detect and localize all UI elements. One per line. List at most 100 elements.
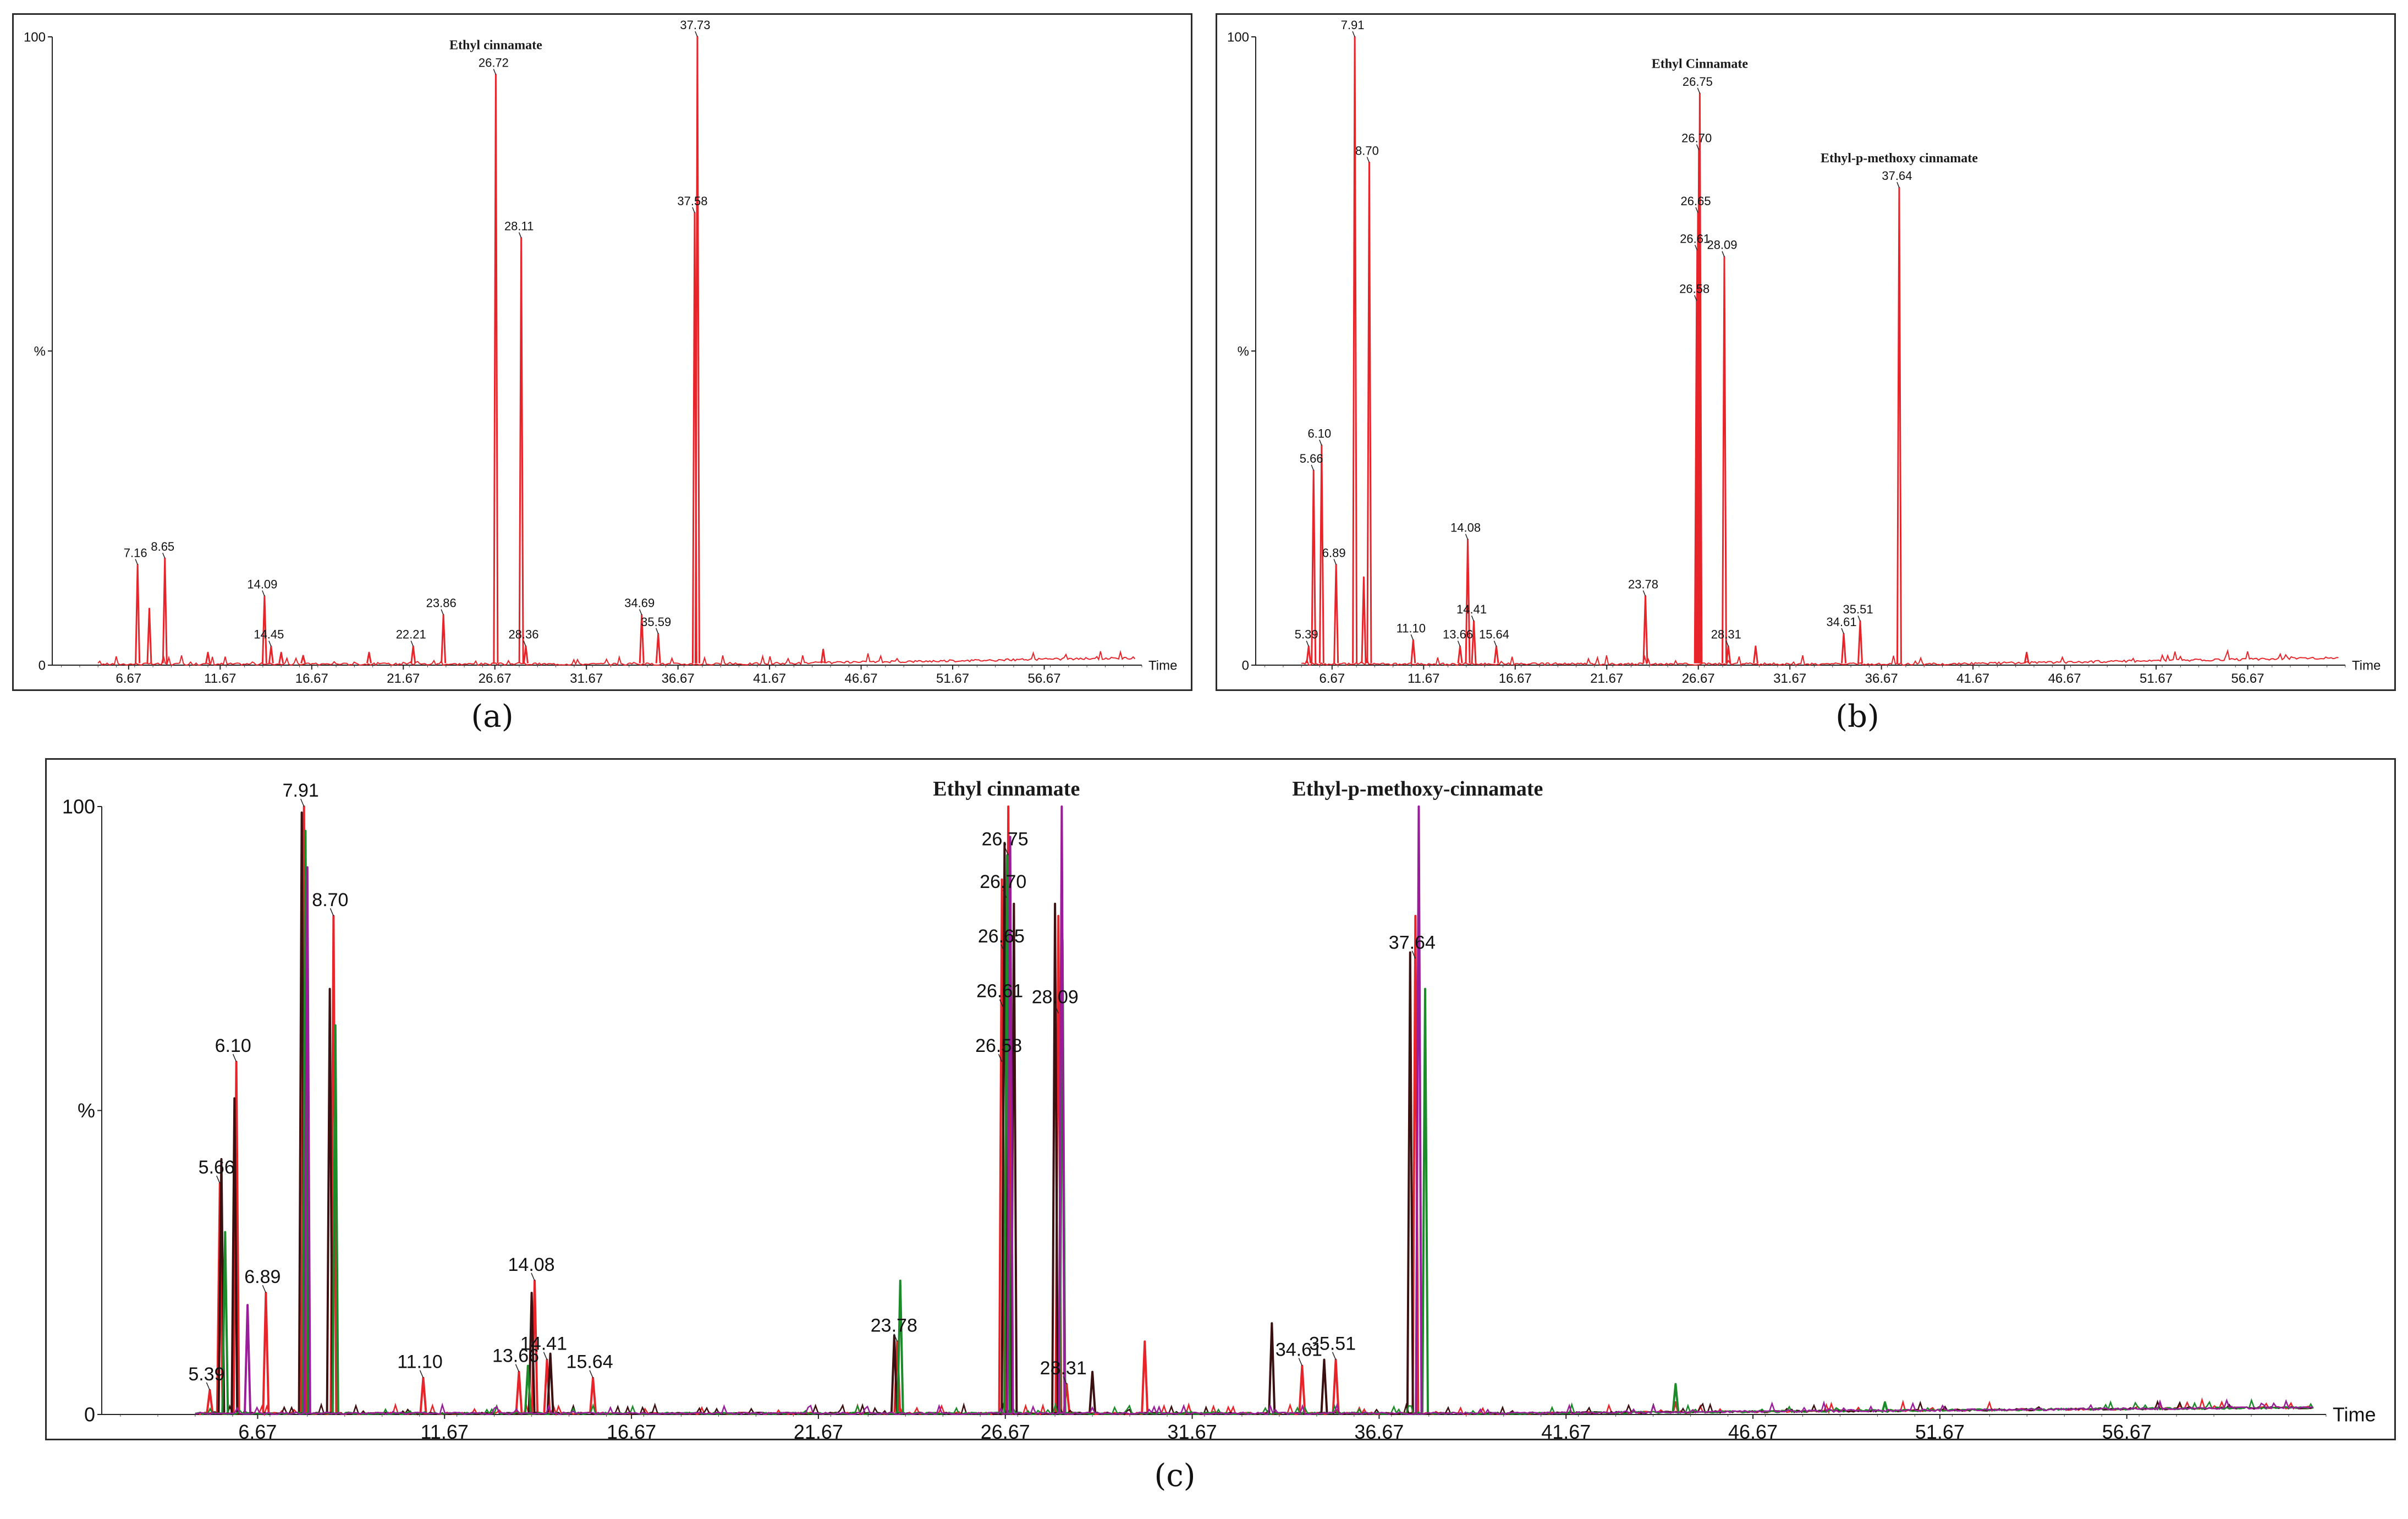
series-trace-dark xyxy=(195,811,2313,1416)
baseline xyxy=(195,1398,2313,1416)
compound-annotation: Ethyl cinnamate xyxy=(449,38,542,52)
series-trace-red xyxy=(195,805,2314,1417)
x-tick-label: 26.67 xyxy=(1682,671,1715,686)
compound-annotation: Ethyl-p-methoxy cinnamate xyxy=(1821,151,1978,166)
y-tick-label: 0 xyxy=(84,1403,95,1426)
peak-label: 15.64 xyxy=(567,1352,613,1373)
peak-leader xyxy=(1063,1376,1067,1385)
peak xyxy=(896,1279,904,1413)
peak-leader xyxy=(329,908,334,917)
y-tick-label: 0 xyxy=(1242,658,1249,673)
peak-leader xyxy=(1642,590,1646,596)
peak xyxy=(206,1389,214,1413)
peak xyxy=(221,1231,229,1413)
peak xyxy=(1058,805,1066,1413)
peak xyxy=(1421,988,1430,1413)
peak xyxy=(1881,1401,1889,1413)
peak xyxy=(441,614,447,663)
peak xyxy=(1896,187,1902,663)
peak-label: 5.39 xyxy=(188,1364,224,1385)
peak-label: 35.51 xyxy=(1843,602,1873,616)
x-tick-label: 46.67 xyxy=(2048,671,2081,686)
peak-label: 37.64 xyxy=(1389,932,1436,953)
peak-label: 37.64 xyxy=(1882,169,1912,183)
x-tick-label: 36.67 xyxy=(1354,1421,1404,1442)
x-tick-label: 31.67 xyxy=(570,671,603,686)
peak-label: 11.10 xyxy=(1397,621,1426,635)
x-tick-label: 56.67 xyxy=(2231,671,2264,686)
peak-leader xyxy=(162,552,166,559)
peak xyxy=(366,651,372,663)
peak xyxy=(1268,1322,1276,1413)
peak-label: 14.09 xyxy=(247,577,277,591)
x-tick-label: 21.67 xyxy=(794,1421,843,1442)
peak-label: 13.66 xyxy=(1443,628,1473,641)
peak-label: 26.70 xyxy=(980,871,1026,892)
chart-panel-c: 100% 0 6.67 11.67 16.67 21.67 26.67 31.67 36.67 4… xyxy=(45,758,2396,1442)
x-tick-label: 21.67 xyxy=(1590,671,1623,686)
peak xyxy=(527,1292,536,1413)
peak-leader xyxy=(410,640,414,647)
peak-label: 13.66 xyxy=(492,1346,539,1367)
peak-label: 28.09 xyxy=(1032,987,1079,1008)
y-tick-label: % xyxy=(1238,344,1249,359)
peak xyxy=(1332,1358,1340,1413)
peak-leader xyxy=(656,628,659,634)
peak-label: 26.65 xyxy=(1681,194,1711,208)
peak-leader xyxy=(1697,87,1701,94)
peak xyxy=(1493,645,1499,663)
peak xyxy=(1672,1383,1680,1413)
peak-leader xyxy=(268,640,272,647)
peak-leader xyxy=(1465,534,1469,540)
peak-leader xyxy=(262,1285,267,1293)
peak-leader xyxy=(1333,559,1337,565)
peak-label: 5.66 xyxy=(199,1157,235,1178)
peak xyxy=(1721,256,1727,663)
peak-leader xyxy=(523,640,526,647)
x-tick-label: 6.67 xyxy=(1319,671,1345,686)
peak xyxy=(1306,645,1312,663)
peak xyxy=(1352,36,1358,663)
peak-label: 14.41 xyxy=(1456,602,1487,616)
peak xyxy=(1415,805,1423,1413)
peak-label: 5.66 xyxy=(1300,452,1323,465)
peak-label: 26.58 xyxy=(975,1035,1022,1056)
peak xyxy=(205,651,211,663)
peak-leader xyxy=(493,69,497,75)
peak-label: 7.16 xyxy=(124,546,147,560)
peak-leader xyxy=(1857,615,1861,622)
peak xyxy=(1465,539,1471,663)
x-tick-label: 16.67 xyxy=(607,1421,656,1442)
peak xyxy=(1088,1370,1097,1413)
peak-leader xyxy=(692,207,695,213)
peak-label: 5.39 xyxy=(1295,628,1318,641)
peak-label: 26.61 xyxy=(1680,232,1710,245)
series-chromatogram xyxy=(97,36,1136,666)
peak xyxy=(1857,620,1863,663)
peak xyxy=(998,878,1006,1413)
peak xyxy=(694,36,700,663)
peak-leader xyxy=(999,999,1004,1007)
y-tick-label: % xyxy=(34,344,46,359)
peak-label: 28.11 xyxy=(504,219,534,233)
peak-leader xyxy=(1411,950,1416,959)
peak-leader xyxy=(1352,31,1355,37)
peak xyxy=(1752,645,1758,663)
peak xyxy=(1642,595,1648,663)
y-tick-label: % xyxy=(78,1099,95,1122)
peak-label: 14.45 xyxy=(254,628,284,641)
peak-label: 34.61 xyxy=(1827,615,1857,629)
peak-leader xyxy=(1695,207,1698,213)
x-axis-label: Time xyxy=(1148,658,1177,673)
y-tick-label: 100 xyxy=(62,796,95,818)
peak xyxy=(2024,651,2030,663)
peak-leader xyxy=(1306,640,1309,647)
peak-leader xyxy=(1319,440,1322,446)
peak-leader xyxy=(1004,847,1009,856)
peak xyxy=(546,1352,554,1413)
peak-leader xyxy=(441,609,444,615)
peak xyxy=(162,557,168,663)
y-tick-label: 100 xyxy=(1227,30,1249,45)
peak-label: 35.51 xyxy=(1309,1334,1356,1355)
peak xyxy=(216,1182,224,1413)
